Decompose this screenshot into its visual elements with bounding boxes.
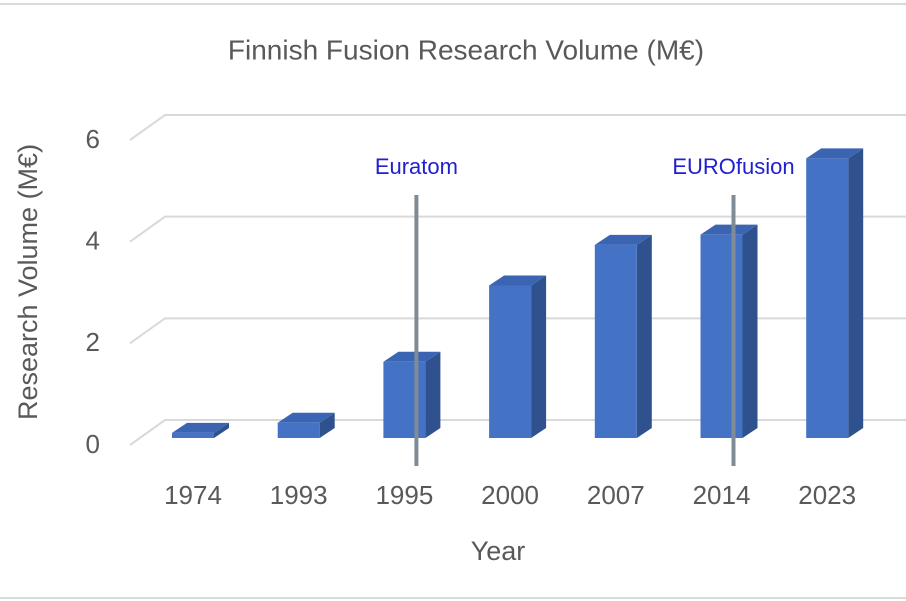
bar-side: [636, 234, 652, 438]
bar: [489, 285, 532, 438]
bar-top: [806, 148, 864, 159]
bar: [277, 422, 320, 438]
bar-top: [700, 224, 758, 235]
grid-line: [129, 215, 906, 243]
y-tick-label: 2: [86, 327, 100, 357]
y-axis-label: Research Volume (M€): [13, 144, 43, 420]
grid-line: [129, 419, 906, 446]
bar-top: [594, 234, 652, 245]
bar-side: [425, 351, 441, 438]
y-tick-label: 4: [86, 226, 100, 256]
bar-side: [319, 412, 335, 438]
bar-top: [383, 351, 441, 362]
annotation-text: Euratom: [375, 154, 458, 179]
bar-side: [742, 224, 758, 438]
chart-title: Finnish Fusion Research Volume (M€): [228, 34, 704, 65]
grid-line: [129, 317, 906, 345]
x-tick-label: 2007: [587, 480, 645, 510]
x-axis-label: Year: [471, 536, 526, 566]
x-tick-label: 1974: [164, 480, 222, 510]
bar: [172, 432, 214, 438]
bar-side: [531, 275, 547, 438]
x-tick-label: 2023: [798, 480, 856, 510]
x-tick-label: 1993: [270, 480, 328, 510]
bar: [383, 361, 426, 438]
y-tick-label: 0: [86, 429, 100, 459]
y-tick-label: 6: [86, 124, 100, 154]
x-tick-label: 2000: [481, 480, 539, 510]
bar-side: [214, 422, 229, 438]
bar-top: [277, 412, 335, 423]
bar-top: [172, 422, 229, 433]
bar-side: [848, 148, 864, 438]
x-tick-label: 1995: [375, 480, 433, 510]
bar: [700, 234, 743, 438]
x-tick-label: 2014: [693, 480, 751, 510]
bar: [806, 158, 849, 438]
bar: [594, 244, 637, 438]
annotation-text: EUROfusion: [672, 154, 794, 179]
grid-line: [129, 114, 906, 141]
bar-top: [489, 275, 547, 286]
